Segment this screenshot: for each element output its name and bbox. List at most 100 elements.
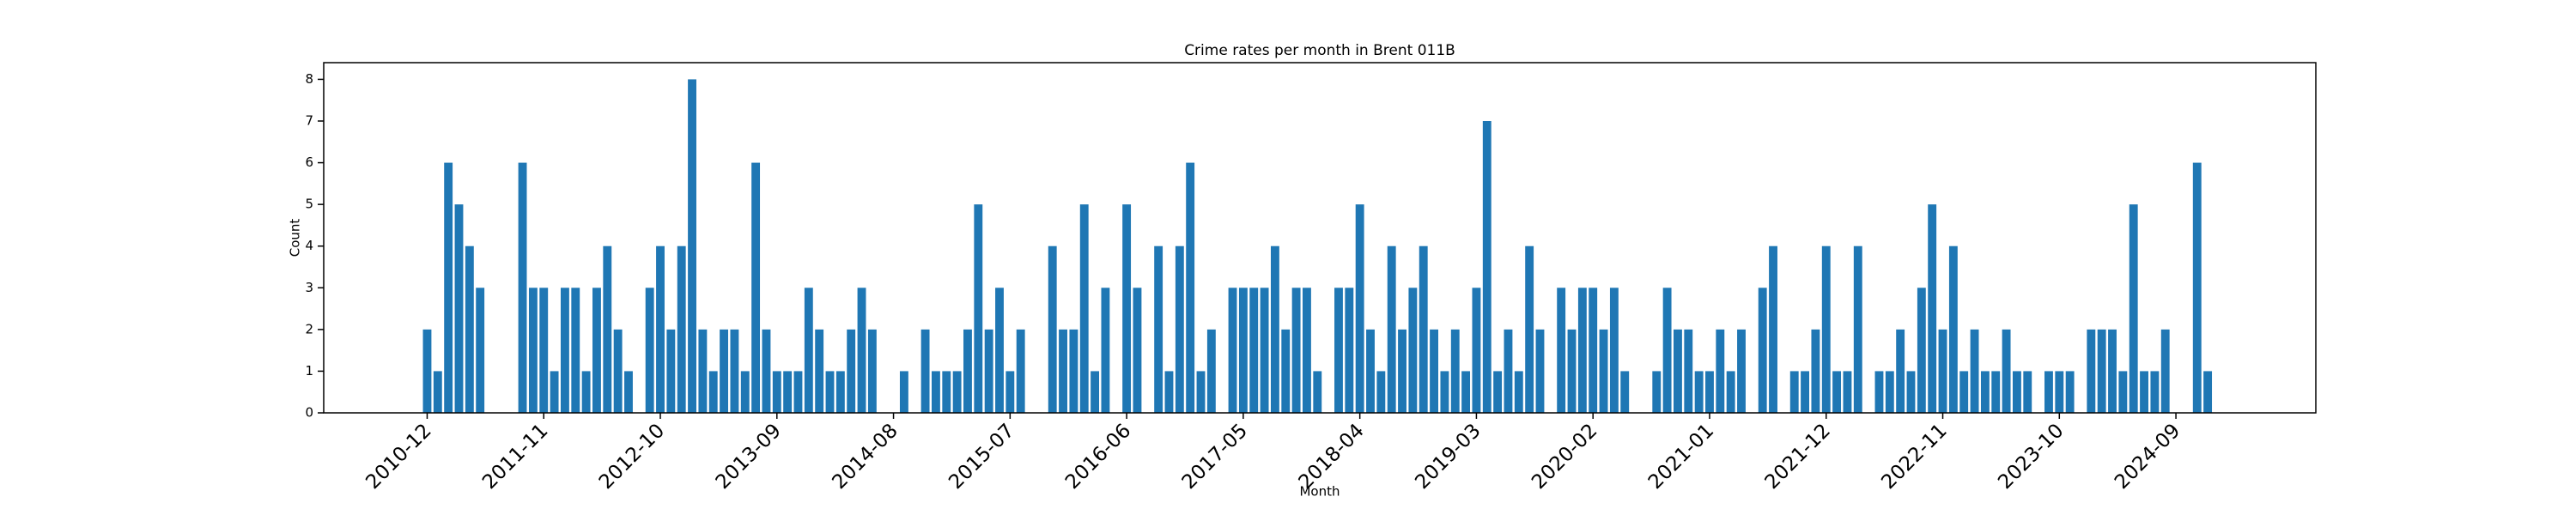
bar [1101,288,1110,413]
bar [1801,371,1810,413]
bar [560,288,569,413]
bar [603,245,612,413]
y-tick-label: 0 [305,405,313,421]
bar [847,329,856,413]
bar [666,329,676,413]
bar [581,371,591,413]
x-tick-label: 2015-07 [945,420,1018,494]
x-axis-label: Month [1299,484,1340,500]
bar [1737,329,1746,413]
x-tick-label: 2023-10 [1994,420,2068,494]
x-tick-label: 2011-11 [478,420,552,494]
bar [772,371,781,413]
bar [1832,371,1842,413]
bar [1016,329,1025,413]
bar [1959,371,1969,413]
x-tick-label: 2016-06 [1061,420,1135,494]
bar [931,371,940,413]
bar [1122,204,1132,413]
bar [1345,288,1354,413]
y-axis-label: Count [288,219,303,258]
bar [1398,329,1406,413]
bar [1853,245,1862,413]
bar [1694,371,1704,413]
bar [974,204,983,413]
bar [1716,329,1725,413]
bar [1048,245,1057,413]
bar [1662,288,1672,413]
y-tick-label: 5 [305,197,313,212]
bar [963,329,972,413]
bar [688,79,696,413]
y-tick-label: 8 [305,71,313,87]
bar [857,288,866,413]
bar [2160,329,2170,413]
bar [1843,371,1852,413]
bar [1674,329,1682,413]
bar [730,329,739,413]
y-tick-label: 6 [305,154,313,170]
bar [1599,329,1608,413]
bar [1303,288,1311,413]
bar [1228,288,1237,413]
bar [1948,245,1958,413]
bar [899,371,908,413]
bar [444,162,453,414]
bar [1758,288,1767,413]
bar [1260,288,1269,413]
x-tick-label: 2017-05 [1178,420,1252,494]
x-tick-label: 2012-10 [595,420,669,494]
bar [1726,371,1735,413]
bar [677,245,686,413]
bar [1091,371,1100,413]
bar [1355,204,1364,413]
bar [995,288,1004,413]
bar [720,329,729,413]
bar [422,329,432,413]
bar [835,371,845,413]
bar [1419,245,1428,413]
bar [2002,329,2011,413]
x-tick-label: 2013-09 [712,420,786,494]
y-tick-label: 1 [305,363,313,379]
bar [1917,288,1926,413]
bar [2087,329,2096,413]
y-tick-label: 7 [305,113,313,129]
x-tick-label: 2018-04 [1295,420,1369,494]
bar [1366,329,1375,413]
chart-title: Crime rates per month in Brent 011B [1184,42,1455,59]
bar [804,288,813,413]
bar [1186,162,1195,414]
bar [1175,245,1184,413]
bar [1461,371,1471,413]
bar [1514,371,1523,413]
y-tick-label: 3 [305,280,313,295]
bar [1440,371,1449,413]
bar [1980,371,1990,413]
bar [1164,371,1174,413]
bar [2118,371,2128,413]
bar [1387,245,1396,413]
x-tick-label: 2024-09 [2111,420,2184,494]
bar [1376,371,1386,413]
bar [1133,288,1142,413]
bar [1154,245,1163,413]
bar [2108,329,2117,413]
bar [1705,371,1714,413]
bar [1504,329,1513,413]
bar [1005,371,1015,413]
bar [984,329,993,413]
bar [1609,288,1619,413]
bar [751,162,761,414]
bar [550,371,559,413]
x-tick-label: 2020-02 [1528,420,1601,494]
bar [793,371,803,413]
bar [942,371,951,413]
bar [1906,371,1916,413]
x-tick-label: 2010-12 [361,420,435,494]
bar [1557,288,1566,413]
bar [1408,288,1418,413]
bar [1684,329,1693,413]
